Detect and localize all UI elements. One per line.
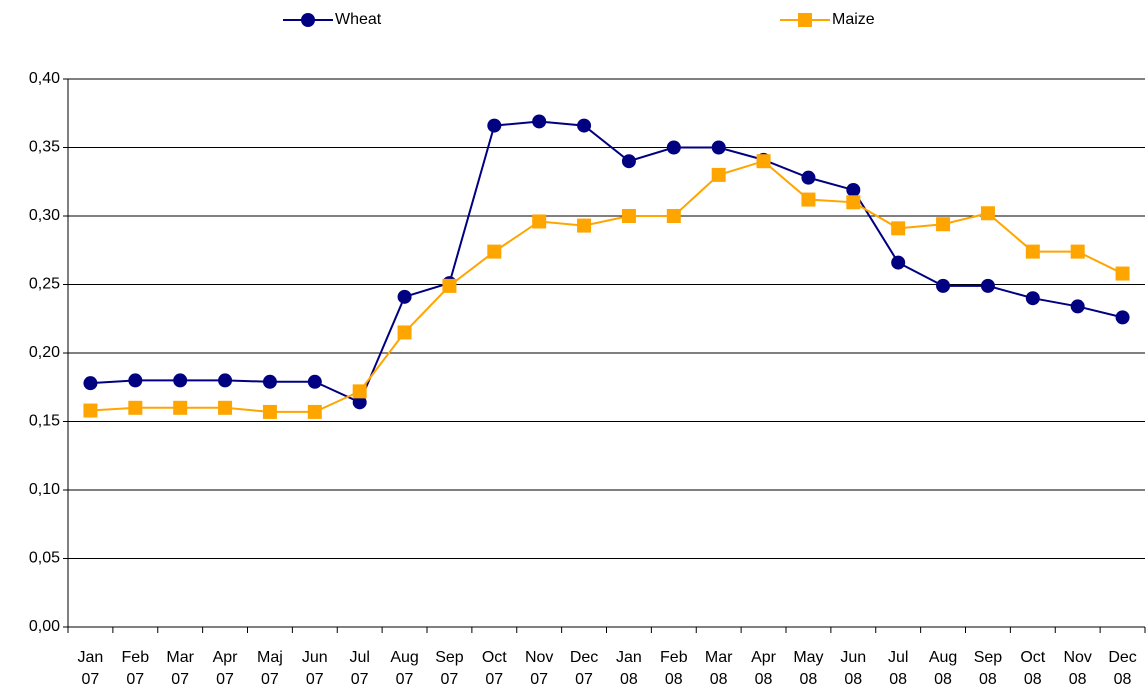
data-point (532, 114, 547, 129)
data-point (577, 118, 592, 133)
x-tick-label: Mar 08 (705, 649, 733, 688)
data-point (936, 217, 951, 232)
data-point (891, 255, 906, 270)
data-point (442, 278, 457, 293)
data-point (756, 154, 771, 169)
data-point (846, 182, 861, 197)
x-tick-label: Mar 07 (166, 649, 194, 688)
y-tick-label: 0,10 (29, 481, 60, 498)
series-line (90, 120, 1123, 404)
data-point (83, 376, 98, 391)
data-point (711, 167, 726, 182)
data-point (173, 400, 188, 415)
data-point (352, 395, 367, 410)
x-tick-label: Nov 08 (1063, 649, 1091, 688)
x-tick-label: Nov 07 (525, 649, 553, 688)
x-tick-label: Apr 07 (213, 649, 239, 688)
data-point (666, 209, 681, 223)
data-point (218, 373, 233, 388)
y-tick-label: 0,15 (29, 413, 60, 430)
x-tick-label: Oct 08 (1020, 649, 1045, 688)
x-tick-label: Jan 07 (78, 649, 104, 688)
y-tick-label: 0,20 (29, 344, 60, 361)
data-point (262, 374, 277, 389)
data-point (980, 206, 995, 221)
x-tick-label: Aug 08 (929, 649, 957, 688)
data-point (1115, 310, 1130, 325)
legend-marker (301, 13, 315, 27)
x-tick-label: Dec 08 (1108, 649, 1136, 688)
data-point (173, 373, 188, 388)
data-point (307, 404, 322, 419)
series-line (90, 160, 1123, 413)
data-point (1115, 266, 1130, 281)
data-point (1025, 291, 1040, 306)
data-point (128, 400, 143, 415)
data-point (128, 373, 143, 388)
y-tick-label: 0,40 (29, 70, 60, 87)
data-point (487, 244, 502, 259)
data-point (397, 325, 412, 340)
data-point (262, 404, 277, 419)
x-tick-label: Jun 07 (302, 649, 328, 688)
y-tick-label: 0,00 (29, 618, 60, 635)
x-tick-label: Jul 08 (888, 649, 908, 688)
x-tick-label: Jul 07 (349, 649, 369, 688)
data-point (666, 140, 681, 155)
x-tick-label: Feb 07 (122, 649, 150, 688)
x-tick-label: Apr 08 (751, 649, 777, 688)
data-point (1070, 299, 1085, 314)
data-point (801, 170, 816, 185)
x-tick-label: Sep 08 (974, 649, 1003, 688)
x-tick-label: Aug 07 (390, 649, 418, 688)
data-point (83, 403, 98, 418)
legend-label: Wheat (335, 11, 382, 28)
data-point (397, 289, 412, 304)
x-tick-label: May 08 (793, 649, 823, 688)
x-tick-label: Jun 08 (840, 649, 866, 688)
data-point (711, 140, 726, 155)
y-tick-label: 0,30 (29, 207, 60, 224)
x-tick-label: Maj 07 (257, 649, 283, 688)
data-point (352, 384, 367, 399)
data-point (846, 195, 861, 210)
x-tick-label: Dec 07 (570, 649, 598, 688)
data-point (621, 154, 636, 169)
data-point (980, 278, 995, 293)
data-point (532, 214, 547, 229)
data-point (801, 192, 816, 207)
data-point (1070, 244, 1085, 259)
y-tick-label: 0,35 (29, 139, 60, 156)
data-point (621, 209, 636, 223)
data-point (936, 278, 951, 293)
legend-label: Maize (832, 11, 875, 28)
data-point (577, 218, 592, 233)
x-tick-label: Sep 07 (435, 649, 464, 688)
x-tick-label: Oct 07 (482, 649, 507, 688)
data-point (891, 221, 906, 236)
data-point (1025, 244, 1040, 259)
y-tick-label: 0,05 (29, 550, 60, 567)
x-tick-label: Feb 08 (660, 649, 688, 688)
legend-marker (798, 13, 812, 27)
data-point (307, 374, 322, 389)
y-tick-label: 0,25 (29, 276, 60, 293)
data-point (218, 400, 233, 415)
data-point (487, 118, 502, 133)
x-tick-label: Jan 08 (616, 649, 642, 688)
